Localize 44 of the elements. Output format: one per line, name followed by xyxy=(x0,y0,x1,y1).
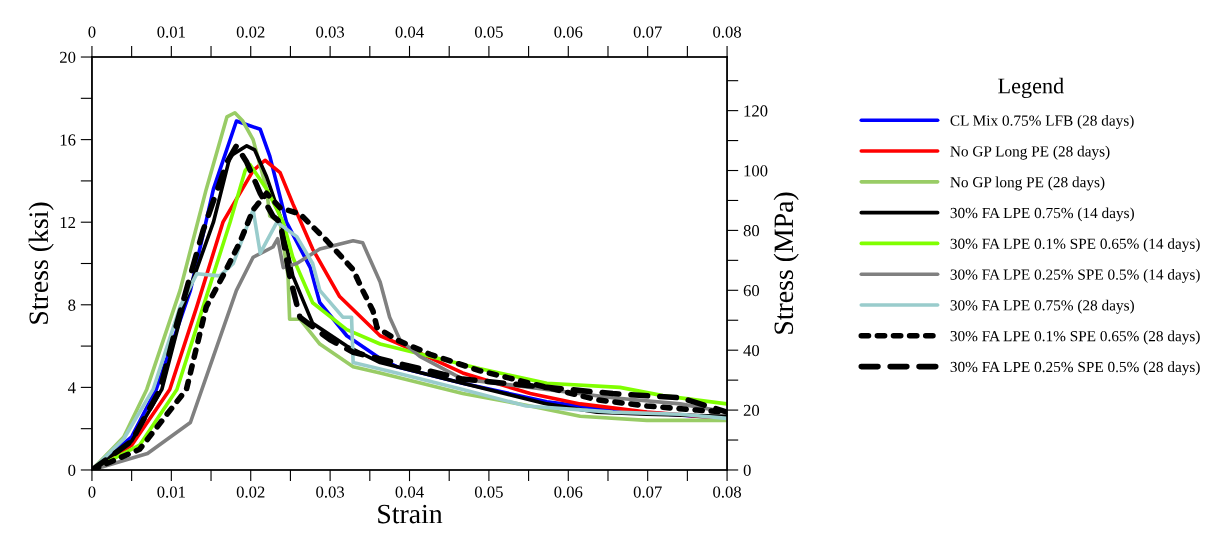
legend-label: CL Mix 0.75% LFB (28 days) xyxy=(950,114,1134,129)
x2-tick-label: 0.03 xyxy=(316,26,345,38)
x-tick-label: 0 xyxy=(88,486,96,498)
y-tick-label: 8 xyxy=(68,299,76,311)
legend-label: 30% FA LPE 0.1% SPE 0.65% (28 days) xyxy=(950,330,1200,345)
x2-tick-label: 0 xyxy=(88,26,96,38)
x-tick-label: 0.03 xyxy=(316,486,345,498)
legend-label: 30% FA LPE 0.1% SPE 0.65% (14 days) xyxy=(950,238,1200,253)
legend-title: Legend xyxy=(998,77,1064,99)
x-tick-label: 0.01 xyxy=(157,486,185,498)
y2-tick-label: 80 xyxy=(743,225,760,237)
legend-label: 30% FA LPE 0.25% SPE 0.5% (14 days) xyxy=(950,268,1200,283)
x2-tick-label: 0.04 xyxy=(395,26,424,38)
y-tick-label: 12 xyxy=(60,216,76,228)
x2-tick-label: 0.07 xyxy=(633,26,662,38)
y-axis-title: Stress (ksi) xyxy=(28,202,54,324)
y-tick-label: 16 xyxy=(60,134,76,146)
y-tick-label: 20 xyxy=(60,51,76,63)
legend-label: 30% FA LPE 0.75% (14 days) xyxy=(950,207,1134,222)
legend-label: No GP long PE (28 days) xyxy=(950,176,1105,191)
legend-label: No GP Long PE (28 days) xyxy=(950,145,1110,160)
legend-label: 30% FA LPE 0.75% (28 days) xyxy=(950,299,1134,314)
y2-tick-label: 40 xyxy=(743,344,760,357)
x-tick-label: 0.05 xyxy=(474,486,503,498)
y2-tick-label: 100 xyxy=(744,165,768,177)
x2-tick-label: 0.08 xyxy=(713,26,742,38)
y2-tick-label: 60 xyxy=(743,285,760,297)
x2-tick-label: 0.05 xyxy=(474,26,503,38)
x-tick-label: 0.07 xyxy=(633,486,662,498)
x-tick-label: 0.02 xyxy=(236,486,265,498)
x2-tick-label: 0.01 xyxy=(157,26,185,38)
y-tick-label: 0 xyxy=(68,464,76,476)
x2-tick-label: 0.02 xyxy=(236,26,265,38)
x-tick-label: 0.04 xyxy=(395,486,424,498)
y2-tick-label: 20 xyxy=(743,404,760,417)
x-tick-label: 0.08 xyxy=(713,486,742,498)
x-tick-label: 0.06 xyxy=(554,486,583,498)
y2-tick-label: 120 xyxy=(744,105,768,117)
y-tick-label: 4 xyxy=(67,382,76,394)
x2-tick-label: 0.06 xyxy=(554,26,583,38)
legend-label: 30% FA LPE 0.25% SPE 0.5% (28 days) xyxy=(950,361,1200,376)
x-axis-title: Strain xyxy=(378,504,443,524)
y2-axis-title: Stress (MPa) xyxy=(773,192,799,334)
y2-tick-label: 0 xyxy=(743,464,751,476)
